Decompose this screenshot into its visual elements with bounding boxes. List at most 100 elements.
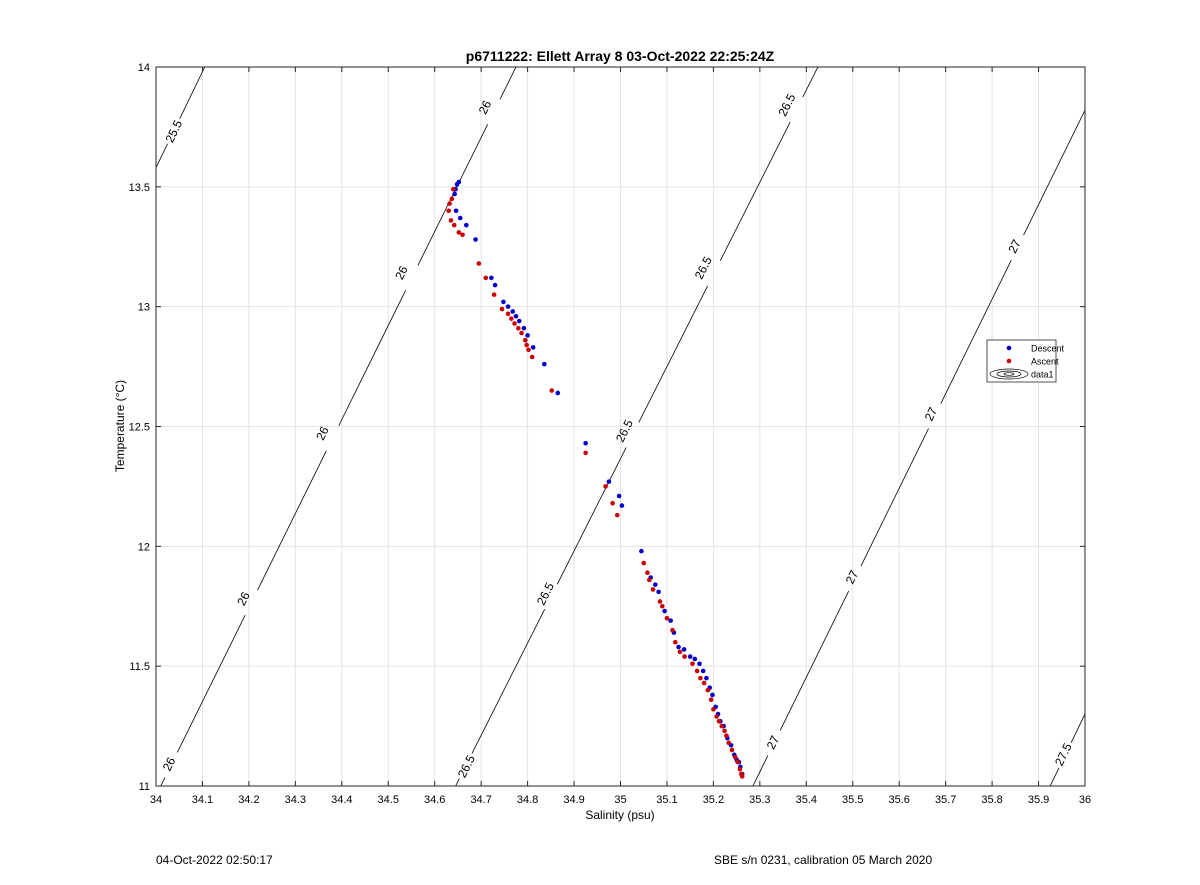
x-tick-label: 34 [150, 794, 162, 806]
x-tick-label: 35.1 [656, 794, 677, 806]
density-contour-label: 26 [313, 424, 332, 442]
density-contour-line [455, 778, 460, 786]
point-descent [639, 548, 644, 554]
point-descent [606, 479, 612, 484]
point-descent [489, 275, 494, 281]
point-descent [525, 333, 530, 338]
point-ascent [583, 450, 588, 456]
x-tick-label: 34.2 [238, 794, 259, 806]
point-descent [676, 644, 681, 650]
legend-label-ascent: Ascent [1031, 357, 1059, 367]
legend-label-descent: Descent [1031, 344, 1065, 354]
x-tick-label: 35.8 [981, 794, 1002, 806]
point-ascent [694, 668, 700, 674]
point-ascent [714, 714, 719, 719]
point-descent [521, 325, 527, 331]
y-tick-label: 12.5 [129, 422, 150, 434]
point-descent [656, 589, 661, 595]
point-ascent [476, 261, 482, 266]
y-tick-label: 11 [139, 781, 150, 793]
point-descent [513, 313, 519, 319]
point-descent [704, 675, 709, 681]
point-descent [687, 654, 693, 659]
density-contour-line [1049, 767, 1060, 786]
point-ascent [724, 733, 729, 738]
legend-marker-ascent [1006, 358, 1012, 364]
density-contour-label: 26.5 [534, 580, 557, 607]
y-tick-label: 13 [138, 302, 150, 314]
point-ascent [641, 560, 647, 566]
x-tick-label: 35.2 [703, 794, 724, 806]
density-contour-line [176, 614, 246, 753]
point-ascent [519, 330, 524, 336]
density-contour-label: 26.5 [775, 91, 798, 118]
point-ascent [645, 570, 650, 575]
point-ascent [682, 654, 687, 659]
density-contour-line [471, 609, 546, 754]
x-tick-label: 35.9 [1028, 794, 1049, 806]
density-contour-line [257, 450, 327, 591]
legend-marker-contour [989, 368, 1029, 380]
point-ascent [447, 201, 452, 206]
density-contour-label: 25.5 [162, 117, 185, 144]
x-tick-label: 35.4 [796, 794, 817, 806]
point-ascent [729, 747, 735, 753]
point-descent [668, 618, 673, 623]
density-contour-line [156, 143, 168, 168]
density-contour-line [338, 290, 406, 426]
x-tick-label: 35 [614, 794, 626, 806]
point-ascent [451, 222, 457, 228]
point-descent [542, 361, 547, 367]
point-descent [463, 222, 469, 228]
point-descent [516, 318, 522, 324]
point-ascent [660, 603, 665, 609]
density-contour-label: 27 [843, 568, 862, 586]
point-ascent [460, 232, 465, 238]
point-ascent [716, 718, 722, 724]
density-contour-line [779, 590, 850, 731]
point-descent [454, 182, 460, 187]
x-tick-label: 34.8 [517, 794, 538, 806]
point-descent [473, 237, 478, 242]
point-ascent [657, 599, 663, 604]
point-ascent [614, 512, 620, 518]
point-ascent [529, 354, 535, 360]
point-descent [653, 582, 658, 587]
density-contour-label: 27 [1005, 237, 1024, 255]
footer-timestamp: 04-Oct-2022 02:50:17 [156, 853, 273, 867]
point-descent [692, 656, 698, 662]
density-contour-label: 27 [922, 405, 941, 423]
y-tick-label: 13.5 [129, 182, 150, 194]
point-ascent [450, 186, 456, 192]
x-tick-label: 34.9 [563, 794, 584, 806]
point-descent [457, 215, 463, 221]
x-axis-label: Salinity (psu) [585, 808, 654, 822]
point-ascent [690, 661, 695, 667]
point-ascent [526, 347, 531, 353]
y-tick-label: 12 [138, 541, 150, 553]
point-ascent [650, 587, 656, 592]
point-ascent [732, 754, 738, 760]
density-contour-label: 26.5 [692, 254, 715, 281]
point-ascent [670, 627, 675, 633]
x-tick-label: 35.5 [842, 794, 863, 806]
density-contour-line [719, 122, 791, 261]
chart-title: p6711222: Ellett Array 8 03-Oct-2022 22:… [466, 48, 775, 64]
point-ascent [449, 196, 455, 202]
point-ascent [735, 759, 740, 765]
density-contour-line [179, 67, 206, 119]
point-descent [505, 304, 511, 309]
density-contour-label: 27 [764, 733, 783, 751]
legend: Descent Ascent data1 [986, 339, 1065, 383]
point-descent [616, 493, 622, 499]
density-contour-label: 26 [392, 263, 411, 281]
x-tick-label: 34.7 [470, 794, 491, 806]
point-ascent [664, 615, 670, 621]
point-descent [530, 345, 536, 350]
y-axis-ticks: 11 11.5 12 12.5 13 13.5 14 [129, 62, 1085, 793]
y-tick-label: 14 [138, 62, 150, 74]
density-contour-line [638, 285, 709, 423]
point-descent [662, 608, 667, 614]
point-ascent [677, 649, 683, 655]
point-descent [700, 668, 706, 674]
